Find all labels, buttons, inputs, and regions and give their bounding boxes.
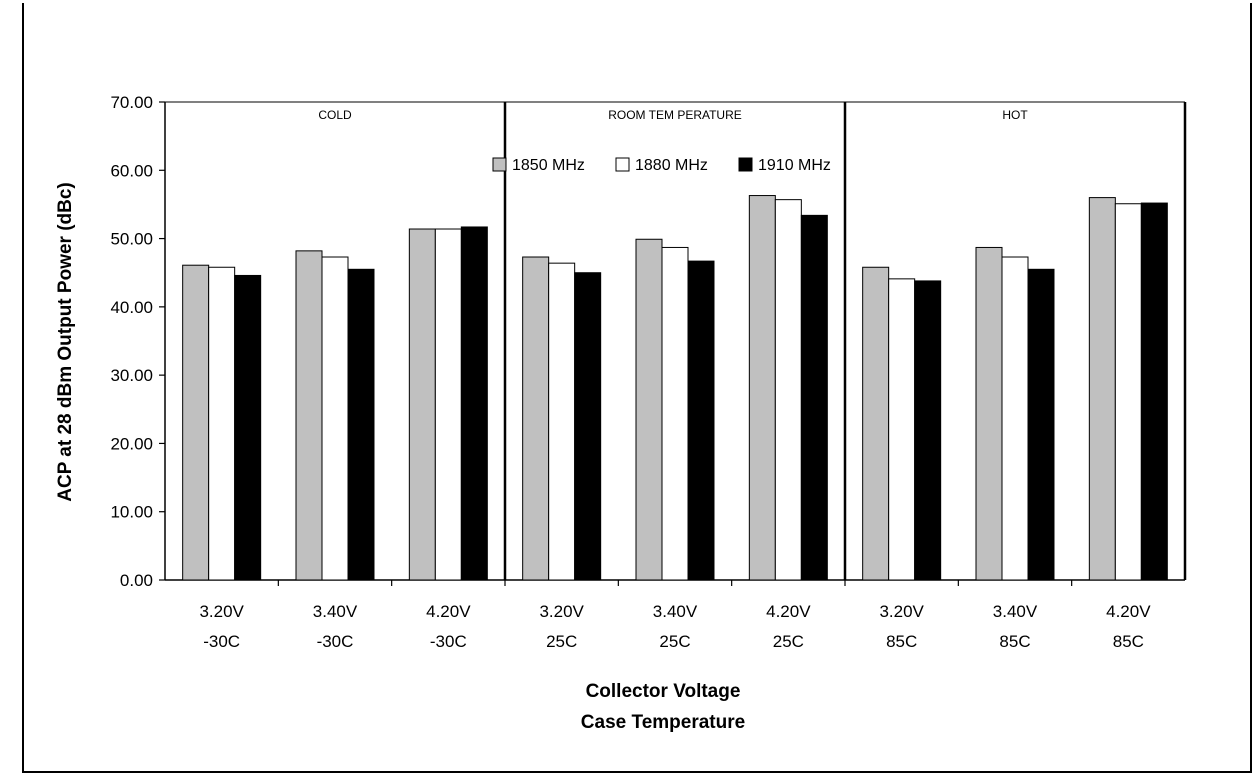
- x-axis-title-line: Case Temperature: [581, 712, 745, 733]
- segment-label: COLD: [318, 108, 352, 122]
- legend-swatch: [738, 157, 753, 172]
- x-tick-label: -30C: [317, 632, 354, 651]
- bar: [1027, 268, 1055, 581]
- bar: [208, 266, 236, 581]
- bar: [347, 268, 375, 581]
- bar: [574, 272, 602, 581]
- bar: [295, 250, 323, 581]
- y-tick-label: 20.00: [110, 434, 153, 453]
- bar: [321, 256, 349, 581]
- chart-frame: [22, 3, 1252, 773]
- x-tick-label: 85C: [886, 632, 917, 651]
- x-tick-label: 3.20V: [879, 602, 924, 621]
- y-tick-label: 10.00: [110, 503, 153, 522]
- x-tick-label: 25C: [773, 632, 804, 651]
- bar: [661, 246, 689, 581]
- y-tick-label: 40.00: [110, 298, 153, 317]
- bar: [548, 262, 576, 581]
- legend-label: 1850 MHz: [512, 157, 585, 174]
- labels: 0.00 10.00 20.00 30.00 40.00 50.00 60.00 70.00 C…: [55, 93, 1151, 733]
- legend-swatch: [615, 157, 630, 172]
- bar: [862, 266, 890, 581]
- x-tick-label: -30C: [203, 632, 240, 651]
- bar: [748, 195, 776, 581]
- x-tick-label: 25C: [659, 632, 690, 651]
- legend: 1850 MHz 1880 MHz 1910 MHz: [492, 157, 831, 174]
- x-tick-label: 4.20V: [426, 602, 471, 621]
- x-tick-label: 4.20V: [766, 602, 811, 621]
- bar: [888, 278, 916, 581]
- legend-label: 1880 MHz: [635, 157, 708, 174]
- bar: [522, 256, 550, 581]
- bar: [408, 228, 436, 581]
- y-tick-label: 70.00: [110, 93, 153, 112]
- x-tick-label: 4.20V: [1106, 602, 1151, 621]
- x-axis-title-line: Collector Voltage: [586, 681, 741, 702]
- bar: [774, 199, 802, 581]
- bar: [635, 238, 663, 581]
- bar: [1114, 203, 1142, 581]
- bar: [182, 264, 210, 581]
- bar: [234, 274, 262, 581]
- y-tick-label: 60.00: [110, 161, 153, 180]
- bar: [460, 226, 488, 581]
- bars: [182, 195, 1168, 581]
- x-tick-label: 3.20V: [199, 602, 244, 621]
- bar: [1001, 256, 1029, 581]
- y-axis-title: ACP at 28 dBm Output Power (dBc): [55, 182, 76, 502]
- x-tick-label: -30C: [430, 632, 467, 651]
- top-edge: [0, 0, 1255, 3]
- y-tick-label: 50.00: [110, 230, 153, 249]
- legend-swatch: [492, 157, 507, 172]
- x-tick-label: 3.40V: [653, 602, 698, 621]
- x-tick-label: 3.40V: [313, 602, 358, 621]
- x-tick-label: 3.20V: [539, 602, 584, 621]
- bar: [914, 280, 942, 581]
- x-tick-label: 85C: [1113, 632, 1144, 651]
- bar: [1088, 197, 1116, 581]
- x-tick-label: 85C: [999, 632, 1030, 651]
- y-tick-label: 0.00: [120, 571, 153, 590]
- bar: [687, 260, 715, 581]
- bar: [1140, 202, 1168, 581]
- y-tick-label: 30.00: [110, 366, 153, 385]
- segment-label: HOT: [1002, 108, 1028, 122]
- bar: [975, 246, 1003, 581]
- bar: [800, 214, 828, 581]
- bar: [434, 228, 462, 581]
- x-tick-label: 25C: [546, 632, 577, 651]
- segment-label: ROOM TEM PERATURE: [608, 108, 742, 122]
- legend-label: 1910 MHz: [758, 157, 831, 174]
- x-tick-label: 3.40V: [993, 602, 1038, 621]
